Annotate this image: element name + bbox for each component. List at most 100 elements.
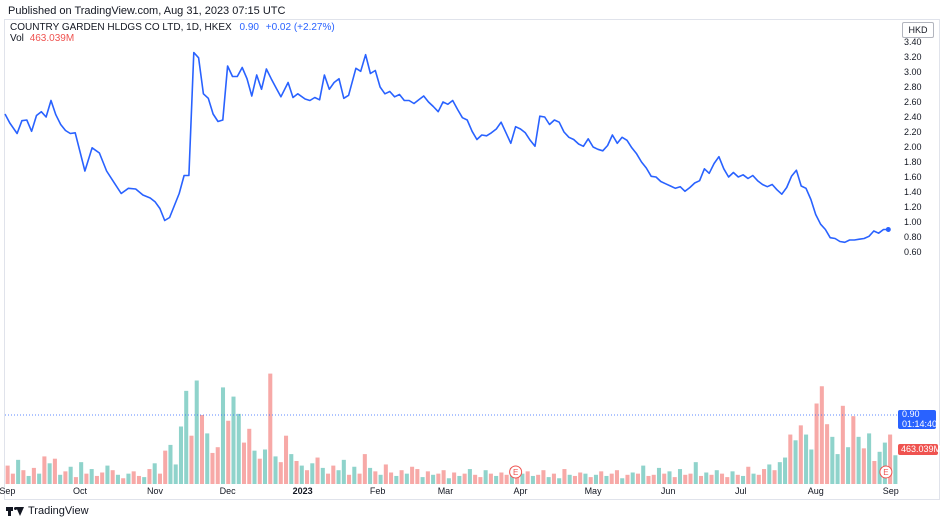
price-axis: 3.40 3.20 3.00 2.80 2.60 2.40 2.20 2.00 1.80 1.60… xyxy=(904,37,922,257)
volume-bar xyxy=(178,426,183,484)
volume-bar xyxy=(572,475,577,484)
volume-label: Vol xyxy=(10,33,24,44)
volume-bar xyxy=(399,470,404,484)
x-tick-label: Oct xyxy=(73,486,88,496)
volume-bar xyxy=(851,416,856,484)
volume-bar xyxy=(415,469,420,484)
volume-bar xyxy=(383,464,388,484)
legend-change: +0.02 (+2.27%) xyxy=(265,22,335,33)
volume-bar xyxy=(368,467,373,484)
volume-bar xyxy=(882,442,887,484)
volume-bar xyxy=(410,466,415,484)
y-tick-label: 1.40 xyxy=(904,187,922,197)
volume-bar xyxy=(840,405,845,484)
y-tick-label: 1.20 xyxy=(904,202,922,212)
volume-bar xyxy=(236,413,241,484)
volume-bar xyxy=(320,467,325,484)
volume-bar xyxy=(709,474,714,484)
y-tick-label: 0.80 xyxy=(904,232,922,242)
volume-bar xyxy=(347,474,352,484)
x-tick-label: Apr xyxy=(513,486,527,496)
volume-bar xyxy=(646,475,651,484)
volume-bar xyxy=(89,469,94,484)
published-info: Published on TradingView.com, Aug 31, 20… xyxy=(8,5,286,17)
volume-bar xyxy=(730,471,735,484)
x-tick-label: Aug xyxy=(808,486,824,496)
price-line[interactable] xyxy=(4,51,889,244)
last-price-dot xyxy=(885,227,891,232)
volume-bar xyxy=(746,466,751,484)
volume-bars xyxy=(5,373,898,484)
earnings-marker-badge xyxy=(509,465,523,479)
y-tick-label: 3.00 xyxy=(904,67,922,77)
volume-bar xyxy=(194,380,199,484)
volume-bar xyxy=(478,477,483,484)
volume-bar xyxy=(651,474,656,484)
volume-bar xyxy=(630,472,635,484)
volume-bar xyxy=(825,424,830,484)
y-tick-label: 3.40 xyxy=(904,37,922,47)
volume-bar xyxy=(814,403,819,484)
volume-bar xyxy=(47,463,52,484)
volume-bar xyxy=(641,465,646,484)
volume-bar xyxy=(168,444,173,484)
currency-button[interactable]: HKD xyxy=(902,22,934,38)
volume-bar xyxy=(599,471,604,484)
volume-bar xyxy=(189,435,194,484)
volume-bar xyxy=(26,475,31,484)
volume-bar xyxy=(305,470,310,484)
earnings-marker: E xyxy=(509,465,523,479)
volume-bar xyxy=(877,451,882,484)
volume-bar xyxy=(677,469,683,484)
volume-bar xyxy=(567,474,572,484)
volume-bar xyxy=(798,425,803,484)
volume-bar xyxy=(215,447,220,484)
volume-bar xyxy=(268,373,273,484)
volume-bar xyxy=(767,464,772,484)
volume-bar xyxy=(10,473,15,484)
volume-bar xyxy=(121,478,126,484)
volume-bar xyxy=(273,456,278,484)
y-tick-label: 2.40 xyxy=(904,112,922,122)
volume-bar xyxy=(893,455,898,484)
volume-bar xyxy=(735,474,740,484)
volume-bar xyxy=(473,474,478,484)
y-tick-label: 3.20 xyxy=(904,52,922,62)
volume-bar xyxy=(756,474,761,484)
volume-bar xyxy=(21,470,26,484)
volume-bar xyxy=(604,475,609,484)
volume-bar xyxy=(84,473,89,484)
volume-bar xyxy=(861,448,866,484)
volume-bar xyxy=(446,478,451,484)
x-tick-label: 2023 xyxy=(293,486,313,496)
volume-bar xyxy=(483,470,488,484)
volume-bar xyxy=(63,471,68,484)
volume-bar xyxy=(583,473,588,484)
volume-bar xyxy=(173,464,178,484)
x-tick-label: Feb xyxy=(370,486,386,496)
volume-bar xyxy=(299,465,304,484)
volume-bar xyxy=(210,452,215,484)
volume-bar xyxy=(373,471,378,484)
x-tick-label: Sep xyxy=(0,486,15,496)
volume-bar xyxy=(656,467,662,484)
volume-bar xyxy=(425,471,430,484)
volume-bar xyxy=(783,457,788,484)
volume-bar xyxy=(546,477,551,484)
volume-bar xyxy=(42,456,47,484)
volume-bar xyxy=(131,471,136,484)
symbol-name: COUNTRY GARDEN HLDGS CO LTD, 1D, HKEX xyxy=(10,22,232,33)
volume-bar xyxy=(257,458,262,484)
volume-bar xyxy=(16,459,21,484)
volume-bar xyxy=(205,433,210,484)
volume-bar xyxy=(536,474,541,484)
volume-bar xyxy=(467,469,472,484)
volume-bar xyxy=(625,474,630,484)
y-tick-label: 2.60 xyxy=(904,97,922,107)
volume-bar xyxy=(693,462,698,484)
volume-bar xyxy=(562,469,567,484)
volume-bar xyxy=(331,465,336,484)
volume-bar xyxy=(635,473,640,484)
